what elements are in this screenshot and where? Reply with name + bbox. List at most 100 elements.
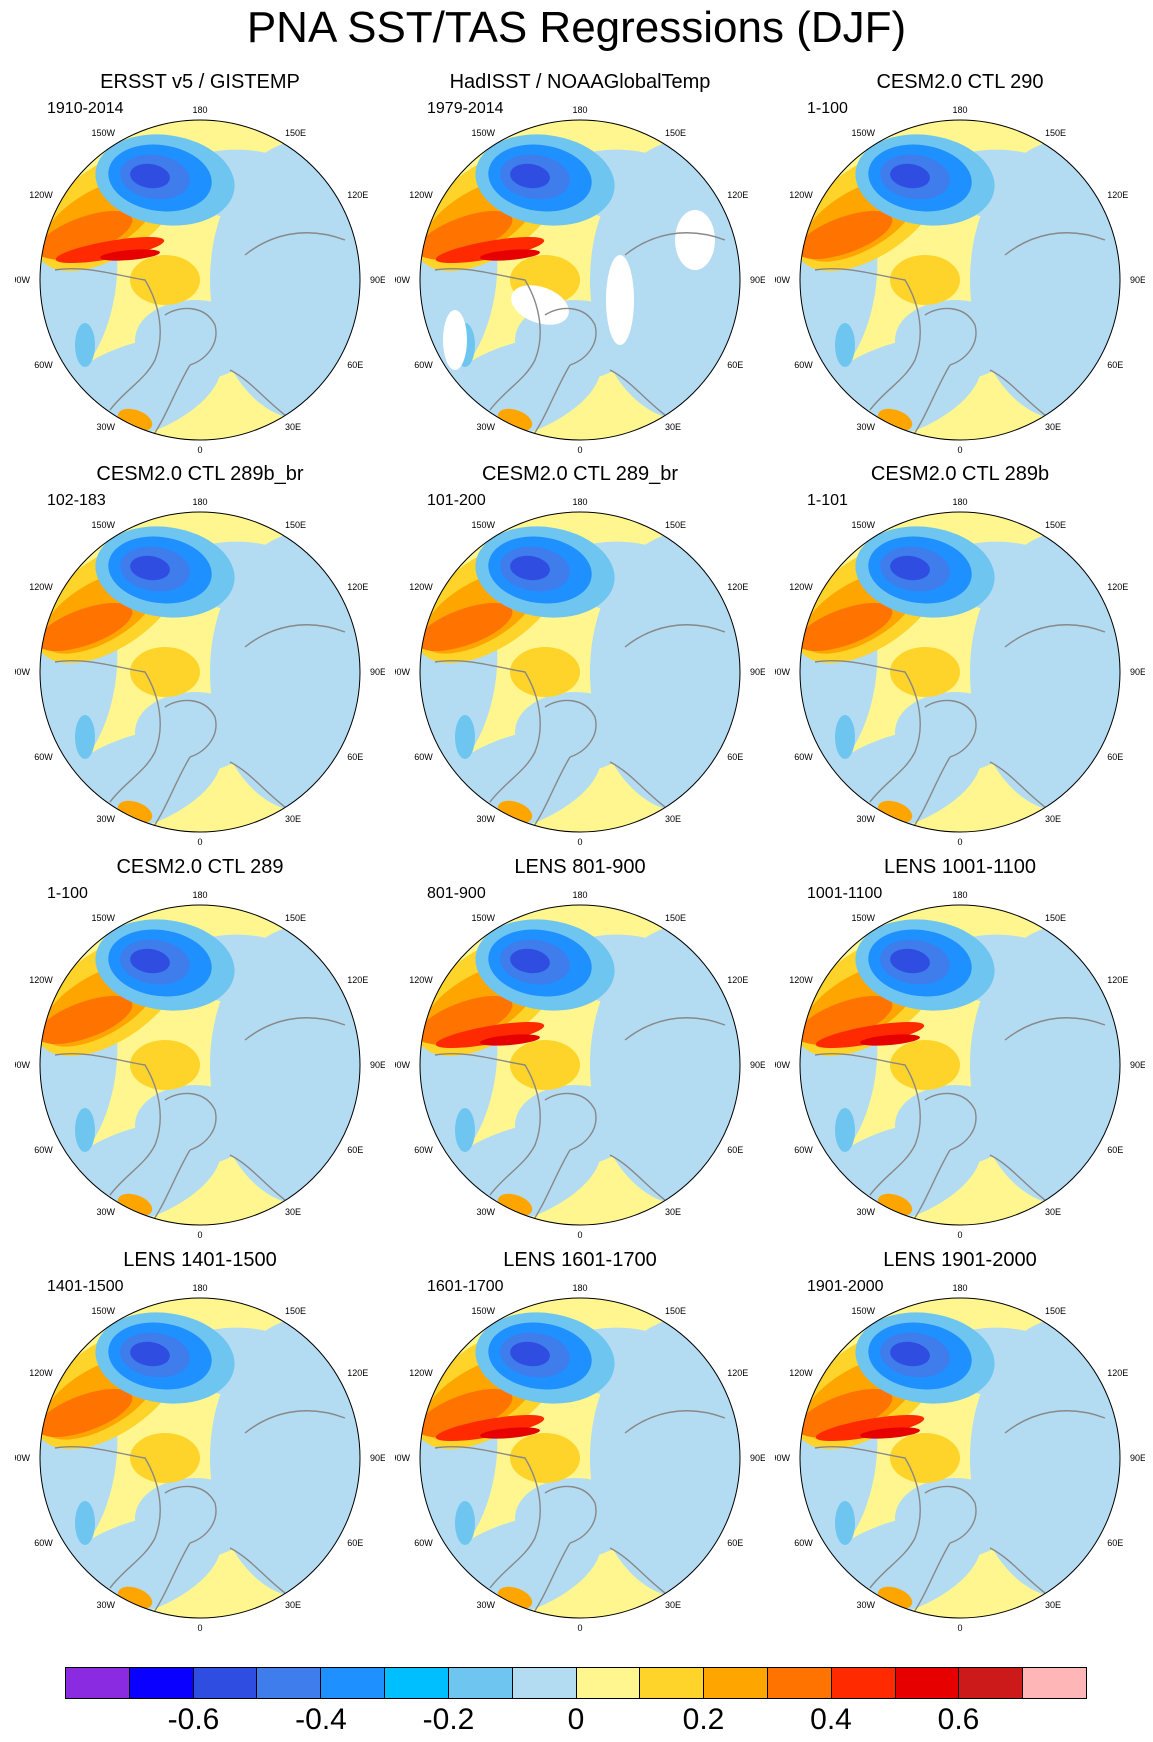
canada-warm-patch (890, 647, 960, 697)
longitude-label: 60W (414, 360, 433, 370)
pna-warm-max (800, 1388, 893, 1438)
coastlines (54, 1410, 346, 1618)
longitude-label: 90E (750, 1060, 765, 1070)
longitude-label: 60E (347, 752, 363, 762)
pna-warm-max (800, 995, 893, 1045)
arctic-islands-coast (924, 699, 977, 758)
siberia-coast (624, 232, 726, 256)
europe-coast (229, 1547, 286, 1594)
north-america-coast (814, 1445, 921, 1589)
longitude-label: 120E (347, 190, 368, 200)
longitude-label: 90W (775, 667, 790, 677)
europe-coast (609, 1547, 666, 1594)
colorbar-tick-label: -0.4 (295, 1703, 347, 1736)
aleutian-cool-core (130, 948, 170, 974)
longitude-label: 150W (851, 520, 875, 530)
pna-warm-max (800, 210, 893, 260)
longitude-label: 0 (577, 1230, 582, 1240)
polar-stereographic-map: 180 150E 120E 90E 60E 30E 0 30W 60W 90W 120W 150W (15, 890, 385, 1240)
colorbar-tick-label: 0.6 (937, 1703, 980, 1736)
longitude-label: 90W (395, 1060, 410, 1070)
longitude-label: 120W (789, 975, 813, 985)
longitude-label: 90E (750, 667, 765, 677)
longitude-label: 150E (665, 520, 686, 530)
longitude-label: 60W (414, 1145, 433, 1155)
aleutian-cool-core (510, 163, 550, 189)
longitude-label: 0 (577, 1623, 582, 1633)
canada-warm-patch (890, 1433, 960, 1483)
longitude-label: 30W (96, 1600, 115, 1610)
arctic-islands-coast (544, 699, 597, 758)
longitude-label: 180 (572, 497, 587, 507)
map-border (799, 904, 1121, 1226)
longitude-label: 60W (794, 360, 813, 370)
siberia-coast (244, 624, 346, 648)
north-america-coast (54, 1052, 161, 1196)
panel-period: 1901-2000 (807, 1278, 884, 1295)
map-panel: CESM2.0 CTL 289b_br 180 150E 120E 90E 60E 30E 0… (15, 462, 385, 857)
pna-warm-max (420, 995, 513, 1045)
longitude-label: 90W (775, 275, 790, 285)
map-panel: LENS 1001-1100 180 150E 120E 90E 60E 30E 0 30W 60… (775, 855, 1145, 1250)
panel-period: 1910-2014 (47, 100, 124, 117)
longitude-label: 90W (775, 1060, 790, 1070)
panel-period: 1979-2014 (427, 100, 504, 117)
canada-warm-patch (130, 647, 200, 697)
panel-period: 1-100 (807, 100, 848, 117)
polar-stereographic-map: 180 150E 120E 90E 60E 30E 0 30W 60W 90W 120W 150W (395, 890, 765, 1240)
europe-coast (229, 1154, 286, 1201)
longitude-label: 60W (794, 1538, 813, 1548)
arctic-islands-coast (544, 1092, 597, 1151)
arctic-cool-patch (895, 1478, 1015, 1558)
colorbar-box (321, 1668, 386, 1698)
longitude-label: 60W (34, 360, 53, 370)
panel-title: CESM2.0 CTL 289_br (481, 463, 678, 485)
canada-warm-patch (130, 1040, 200, 1090)
polar-stereographic-map: 180 150E 120E 90E 60E 30E 0 30W 60W 90W 120W 150W (775, 1283, 1145, 1633)
polar-stereographic-map: 180 150E 120E 90E 60E 30E 0 30W 60W 90W 120W 150W (15, 1283, 385, 1633)
colorbar-box (385, 1668, 449, 1698)
map-panel: LENS 801-900 180 150E 120E 90E 60E 30E 0 30W 60W 9… (395, 855, 765, 1250)
longitude-label: 90W (15, 1453, 30, 1463)
longitude-label: 90E (370, 1060, 385, 1070)
longitude-label: 60W (794, 752, 813, 762)
pna-warm-max (40, 210, 133, 260)
longitude-label: 60W (34, 1538, 53, 1548)
arctic-islands-coast (544, 1485, 597, 1544)
longitude-label: 120E (347, 975, 368, 985)
longitude-label: 120W (409, 975, 433, 985)
longitude-label: 120W (29, 975, 53, 985)
pna-warm-peak (55, 236, 165, 264)
coastlines (434, 1410, 726, 1618)
longitude-label: 0 (197, 445, 202, 455)
colorbar-box (257, 1668, 322, 1698)
siberia-coast (624, 624, 726, 648)
europe-coast (229, 761, 286, 808)
pna-warm-max (420, 1388, 513, 1438)
polar-stereographic-map: 180 150E 120E 90E 60E 30E 0 30W 60W 90W 120W 150W (775, 890, 1145, 1240)
longitude-label: 60E (727, 360, 743, 370)
colorbar-box (767, 1668, 832, 1698)
longitude-label: 150W (851, 128, 875, 138)
pna-warm-max (420, 602, 513, 652)
pna-warm-extreme (480, 1427, 540, 1439)
pna-warm-max (40, 995, 133, 1045)
map-border (39, 511, 361, 833)
longitude-label: 90E (1130, 275, 1145, 285)
aleutian-cool-core (890, 555, 930, 581)
longitude-label: 90W (395, 1453, 410, 1463)
arctic-islands-coast (924, 307, 977, 366)
siberia-coast (244, 1410, 346, 1434)
longitude-label: 90W (15, 275, 30, 285)
longitude-label: 150E (665, 1306, 686, 1316)
europe-coast (989, 369, 1046, 416)
longitude-label: 90E (750, 275, 765, 285)
longitude-label: 90W (395, 275, 410, 285)
longitude-label: 120W (29, 582, 53, 592)
pna-warm-peak (435, 1414, 545, 1442)
canada-warm-patch (510, 1433, 580, 1483)
longitude-label: 60E (727, 1145, 743, 1155)
map-border (39, 119, 361, 441)
panel-title: HadISST / NOAAGlobalTemp (449, 71, 711, 93)
siberia-coast (624, 1410, 726, 1434)
